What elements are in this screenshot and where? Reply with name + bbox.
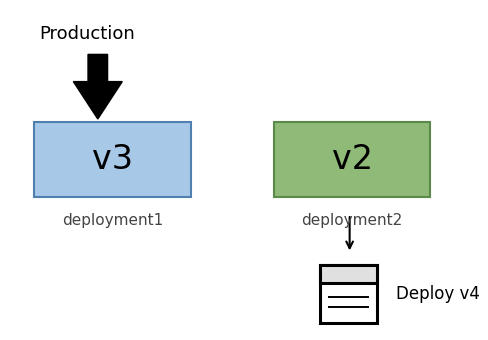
FancyBboxPatch shape bbox=[320, 265, 376, 283]
Text: v3: v3 bbox=[92, 143, 133, 176]
FancyBboxPatch shape bbox=[320, 265, 376, 323]
FancyBboxPatch shape bbox=[34, 122, 190, 197]
Text: deployment2: deployment2 bbox=[301, 214, 402, 228]
FancyArrow shape bbox=[73, 54, 122, 119]
Text: deployment1: deployment1 bbox=[61, 214, 163, 228]
Text: Deploy v4: Deploy v4 bbox=[395, 285, 479, 303]
Text: Production: Production bbox=[39, 25, 135, 43]
FancyBboxPatch shape bbox=[273, 122, 429, 197]
Text: v2: v2 bbox=[331, 143, 372, 176]
